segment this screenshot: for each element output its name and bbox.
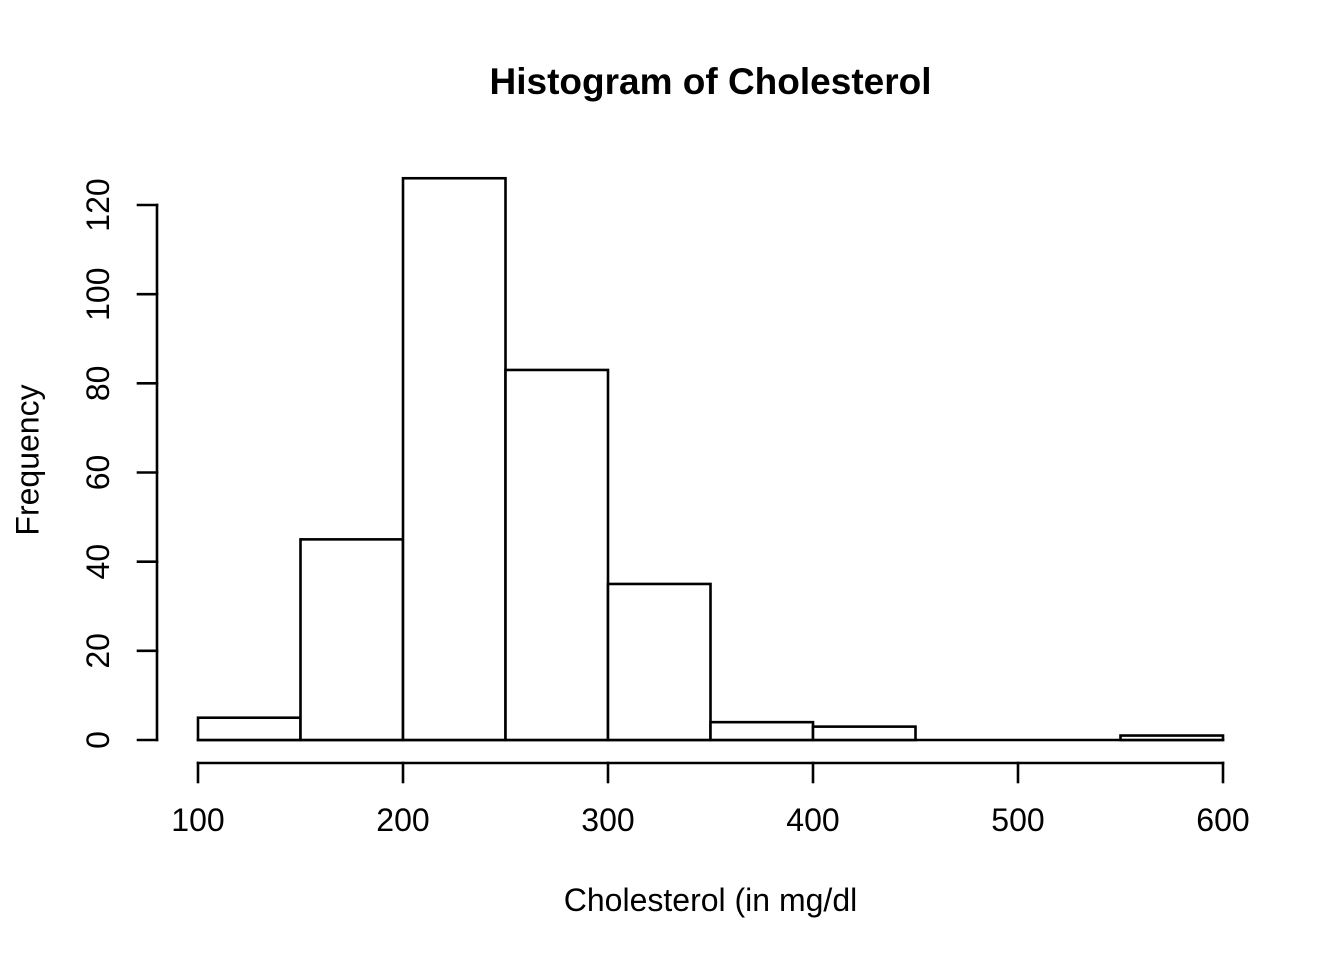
histogram-bar <box>504 368 610 742</box>
chart-title: Histogram of Cholesterol <box>489 61 932 102</box>
y-tick-label: 120 <box>80 178 116 231</box>
x-tick-label: 200 <box>376 802 429 838</box>
x-tick-label: 500 <box>991 802 1044 838</box>
x-tick-label: 400 <box>786 802 839 838</box>
x-tick-label: 100 <box>171 802 224 838</box>
x-axis-label: Cholesterol (in mg/dl <box>563 882 858 918</box>
y-tick-label: 100 <box>80 267 116 320</box>
y-tick-label: 80 <box>80 366 116 402</box>
x-tick-label: 600 <box>1196 802 1249 838</box>
y-tick-label: 40 <box>80 544 116 580</box>
histogram-bar <box>1119 734 1225 742</box>
histogram-bar <box>811 725 917 742</box>
histogram-bar <box>709 720 815 742</box>
histogram-bar <box>299 538 405 742</box>
y-axis-label: Frequency <box>9 384 46 536</box>
histogram-bar <box>606 582 712 742</box>
y-tick-label: 20 <box>80 633 116 669</box>
y-tick-label: 0 <box>80 731 116 749</box>
x-tick-label: 300 <box>581 802 634 838</box>
histogram-bar <box>401 176 507 742</box>
histogram-bar <box>196 716 302 742</box>
y-tick-label: 60 <box>80 455 116 491</box>
